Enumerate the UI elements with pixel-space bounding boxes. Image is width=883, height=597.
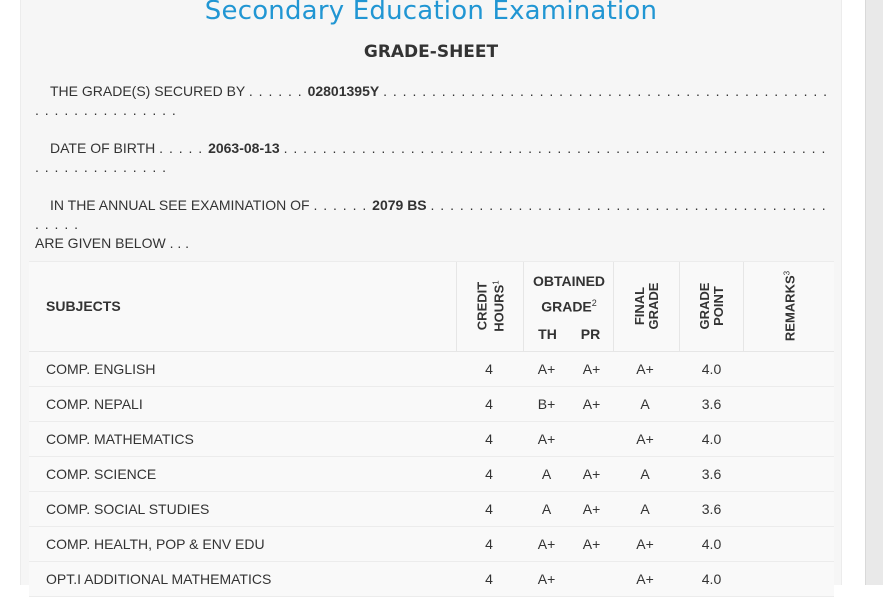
credit-hours-header-cell: CREDIT HOURS1 [456, 262, 524, 351]
pr-grade-cell: A+ [582, 501, 601, 517]
final-grade-cell: A [640, 396, 650, 412]
credit-cell: 4 [485, 396, 493, 412]
th-header: TH [538, 326, 557, 342]
pr-grade-cell: A+ [582, 396, 601, 412]
pr-header: PR [580, 326, 601, 342]
dob-line: DATE OF BIRTH . . . . . 2063-08-13 . . .… [35, 140, 827, 175]
secured-by-label: THE GRADE(S) SECURED BY [50, 83, 245, 99]
exam-title: Secondary Education Examination [204, 0, 658, 26]
table-row: COMP. HEALTH, POP & ENV EDU 4 A+ A+ A+ 4… [29, 527, 834, 562]
grade-point-cell: 4.0 [701, 431, 722, 447]
final-grade-header-cell: FINAL GRADE [613, 262, 680, 351]
grades-table: SUBJECTS CREDIT HOURS1 OBTAINED GRADE2 T… [29, 261, 834, 597]
th-grade-cell: A [541, 466, 552, 482]
grade-point-header: GRADE POINT [697, 282, 726, 330]
final-grade-cell: A [640, 466, 650, 482]
exam-line: IN THE ANNUAL SEE EXAMINATION OF . . . .… [35, 197, 827, 251]
subject-cell: COMP. MATHEMATICS [46, 431, 194, 447]
secured-by-line: THE GRADE(S) SECURED BY . . . . . . 0280… [35, 83, 829, 118]
th-grade-cell: A+ [537, 361, 556, 377]
subject-cell: COMP. HEALTH, POP & ENV EDU [46, 536, 265, 552]
sheet-title: GRADE-SHEET [363, 42, 499, 62]
credit-cell: 4 [485, 431, 493, 447]
exam-label: IN THE ANNUAL SEE EXAMINATION OF [50, 197, 310, 213]
grade-point-cell: 3.6 [701, 501, 722, 517]
table-row: COMP. SCIENCE 4 A A+ A 3.6 [29, 457, 834, 492]
credit-cell: 4 [485, 361, 493, 377]
credit-cell: 4 [485, 536, 493, 552]
final-grade-header: FINAL GRADE [632, 282, 661, 330]
th-grade-cell: A+ [537, 431, 556, 447]
credit-cell: 4 [485, 501, 493, 517]
table-row: COMP. MATHEMATICS 4 A+ A+ 4.0 [29, 422, 834, 457]
pr-grade-cell: A+ [582, 536, 601, 552]
given-below-text: ARE GIVEN BELOW . . . [35, 235, 190, 251]
subject-cell: COMP. SCIENCE [46, 466, 157, 482]
credit-cell: 4 [485, 466, 493, 482]
subjects-header: SUBJECTS [46, 298, 121, 314]
obtained-grade-header-cell: OBTAINED GRADE2 TH PR [523, 262, 614, 351]
symbol-number: 02801395Y [307, 83, 380, 99]
th-grade-cell: A+ [537, 536, 556, 552]
grade-point-cell: 3.6 [701, 396, 722, 412]
subject-cell: COMP. SOCIAL STUDIES [46, 501, 210, 517]
subject-cell: COMP. ENGLISH [46, 361, 156, 377]
subject-cell: COMP. NEPALI [46, 396, 143, 412]
remarks-header-cell: REMARKS3 [743, 262, 834, 351]
table-row: COMP. SOCIAL STUDIES 4 A A+ A 3.6 [29, 492, 834, 527]
final-grade-cell: A [640, 501, 650, 517]
grade-point-cell: 4.0 [701, 361, 722, 377]
final-grade-cell: A+ [636, 361, 654, 377]
final-grade-cell: A+ [636, 571, 654, 587]
grade-point-cell: 4.0 [701, 571, 722, 587]
final-grade-cell: A+ [636, 536, 654, 552]
pr-grade-cell: A+ [582, 466, 601, 482]
subject-cell: OPT.I ADDITIONAL MATHEMATICS [46, 571, 272, 587]
final-grade-cell: A+ [636, 431, 654, 447]
obtained-grade-header: OBTAINED GRADE2 [532, 273, 606, 315]
pr-grade-cell: A+ [582, 361, 601, 377]
credit-hours-header: CREDIT HOURS1 [473, 280, 507, 332]
page-scrollbar[interactable] [865, 0, 883, 585]
table-row: OPT.I ADDITIONAL MATHEMATICS 4 A+ A+ 4.0 [29, 562, 834, 597]
th-grade-cell: A [541, 501, 552, 517]
remarks-header: REMARKS3 [782, 270, 798, 342]
grade-point-cell: 3.6 [701, 466, 722, 482]
table-row: COMP. NEPALI 4 B+ A+ A 3.6 [29, 387, 834, 422]
table-header: SUBJECTS CREDIT HOURS1 OBTAINED GRADE2 T… [29, 261, 834, 352]
th-grade-cell: A+ [537, 571, 556, 587]
grade-point-cell: 4.0 [701, 536, 722, 552]
th-grade-cell: B+ [537, 396, 556, 412]
dob-value: 2063-08-13 [208, 140, 280, 156]
dob-label: DATE OF BIRTH [50, 140, 156, 156]
exam-year: 2079 BS [372, 197, 427, 213]
credit-cell: 4 [485, 571, 493, 587]
table-row: COMP. ENGLISH 4 A+ A+ A+ 4.0 [29, 352, 834, 387]
grade-point-header-cell: GRADE POINT [679, 262, 744, 351]
grade-sheet-page: Secondary Education Examination GRADE-SH… [20, 0, 842, 597]
